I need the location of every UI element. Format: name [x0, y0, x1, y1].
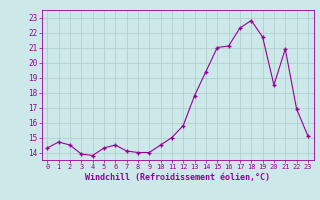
X-axis label: Windchill (Refroidissement éolien,°C): Windchill (Refroidissement éolien,°C)	[85, 173, 270, 182]
